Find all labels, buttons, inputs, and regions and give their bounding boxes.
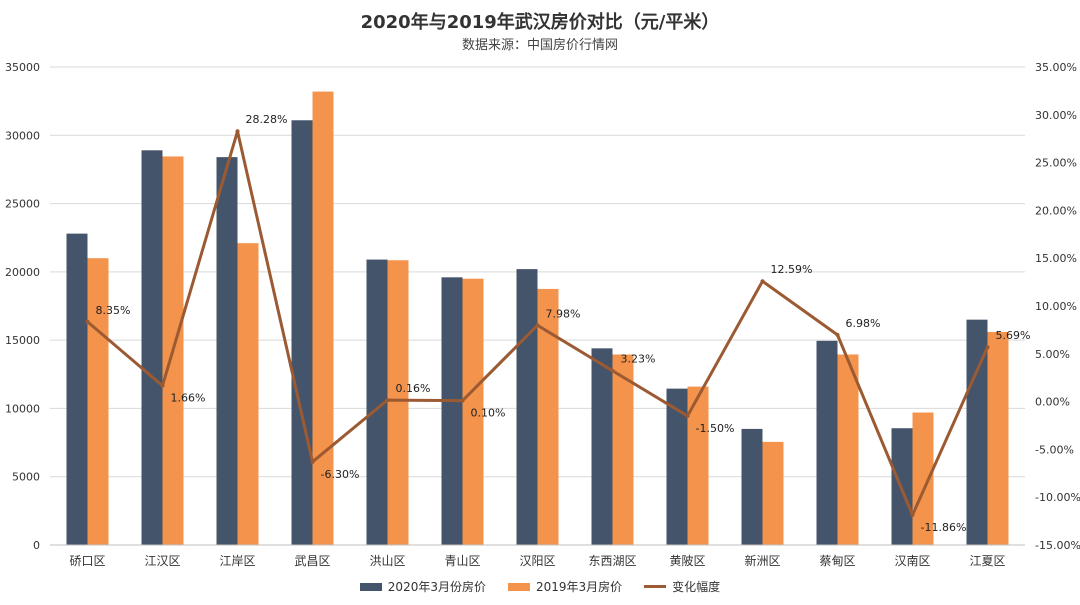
x-tick-label: 江汉区 <box>144 554 180 568</box>
change-data-label: 1.66% <box>171 392 206 405</box>
bar-2020 <box>741 428 763 545</box>
bar-2019 <box>237 243 259 546</box>
legend-item-change: 变化幅度 <box>644 578 720 595</box>
change-data-label: -11.86% <box>921 521 967 534</box>
change-data-label: -1.50% <box>696 422 735 435</box>
bar-2019 <box>387 260 409 545</box>
change-point <box>235 129 240 134</box>
change-data-label: 28.28% <box>246 113 288 126</box>
y-right-tick-label: -10.00% <box>1035 491 1080 504</box>
x-tick-label: 江岸区 <box>219 554 255 568</box>
bar-2019 <box>687 386 709 545</box>
bar-2020 <box>366 259 388 545</box>
y-left-tick-label: 35000 <box>5 61 40 74</box>
change-point <box>160 383 165 388</box>
change-point <box>760 279 765 284</box>
y-right-tick-label: 30.00% <box>1035 109 1077 122</box>
change-point <box>685 413 690 418</box>
change-data-label: 6.98% <box>846 317 881 330</box>
legend: 2020年3月份房价 2019年3月房价 变化幅度 <box>0 578 1080 595</box>
y-right-tick-label: 5.00% <box>1035 348 1070 361</box>
y-right-tick-label: 10.00% <box>1035 300 1077 313</box>
y-left-tick-label: 25000 <box>5 198 40 211</box>
chart-subtitle: 数据来源：中国房价行情网 <box>461 38 618 53</box>
bar-2019 <box>87 258 109 545</box>
x-tick-label: 东西湖区 <box>588 553 636 568</box>
bar-2019 <box>462 278 484 545</box>
bar-2020 <box>66 233 88 546</box>
change-point <box>835 332 840 337</box>
x-tick-label: 江夏区 <box>969 554 1005 568</box>
legend-swatch-change <box>644 585 667 588</box>
x-tick-label: 武昌区 <box>294 554 330 568</box>
y-right-tick-label: -5.00% <box>1035 443 1074 456</box>
change-point <box>910 512 915 517</box>
change-point <box>460 398 465 403</box>
legend-swatch-2020 <box>359 582 382 591</box>
y-left-tick-label: 0 <box>33 539 40 552</box>
bar-2020 <box>516 269 538 545</box>
bar-2020 <box>291 120 313 546</box>
y-right-tick-label: 15.00% <box>1035 252 1077 265</box>
change-data-label: 5.69% <box>996 329 1031 342</box>
x-tick-label: 黄陂区 <box>669 553 705 568</box>
legend-swatch-2019 <box>507 582 530 591</box>
change-data-label: 8.35% <box>96 304 131 317</box>
bar-2019 <box>837 354 859 545</box>
change-point <box>385 398 390 403</box>
bar-2019 <box>912 412 934 545</box>
bar-2019 <box>312 91 334 545</box>
change-point <box>310 459 315 464</box>
x-tick-label: 蔡甸区 <box>819 554 855 568</box>
change-data-label: 3.23% <box>621 353 656 366</box>
y-left-tick-label: 5000 <box>12 471 40 484</box>
bar-2020 <box>441 277 463 545</box>
change-point <box>985 345 990 350</box>
y-left-tick-label: 30000 <box>5 129 40 142</box>
legend-label-2020: 2020年3月份房价 <box>387 580 486 594</box>
x-tick-label: 新洲区 <box>744 553 780 568</box>
bar-2019 <box>762 441 784 545</box>
x-tick-label: 汉阳区 <box>519 554 555 568</box>
y-right-tick-label: 35.00% <box>1035 61 1077 74</box>
change-data-label: 12.59% <box>771 263 813 276</box>
x-tick-label: 洪山区 <box>369 554 405 568</box>
legend-label-change: 变化幅度 <box>672 580 721 594</box>
legend-item-2019: 2019年3月房价 <box>507 578 623 595</box>
change-point <box>85 319 90 324</box>
bar-2020 <box>216 157 238 545</box>
change-data-label: 7.98% <box>546 307 581 320</box>
bar-2020 <box>966 319 988 545</box>
legend-item-2020: 2020年3月份房价 <box>359 578 486 595</box>
x-tick-label: 汉南区 <box>894 553 930 568</box>
bar-2019 <box>537 288 559 545</box>
y-left-tick-label: 20000 <box>5 266 40 279</box>
y-left-tick-label: 15000 <box>5 334 40 347</box>
change-data-label: 0.10% <box>471 407 506 420</box>
legend-label-2019: 2019年3月房价 <box>535 580 623 594</box>
bar-2020 <box>666 388 688 545</box>
y-right-tick-label: 25.00% <box>1035 157 1077 170</box>
y-right-tick-label: 0.00% <box>1035 396 1070 409</box>
y-right-tick-label: -15.00% <box>1035 539 1080 552</box>
change-data-label: 0.16% <box>396 382 431 395</box>
y-left-tick-label: 10000 <box>5 402 40 415</box>
chart-title: 2020年与2019年武汉房价对比（元/平米） <box>360 12 720 33</box>
bar-2019 <box>612 354 634 545</box>
y-right-tick-label: 20.00% <box>1035 204 1077 217</box>
x-tick-label: 青山区 <box>444 554 480 568</box>
change-point <box>535 323 540 328</box>
x-tick-label: 硚口区 <box>69 554 105 568</box>
bar-2020 <box>816 340 838 545</box>
change-point <box>610 368 615 373</box>
bar-2019 <box>987 331 1009 545</box>
bar-2020 <box>141 150 163 545</box>
bar-2020 <box>591 348 613 545</box>
change-data-label: -6.30% <box>321 468 360 481</box>
